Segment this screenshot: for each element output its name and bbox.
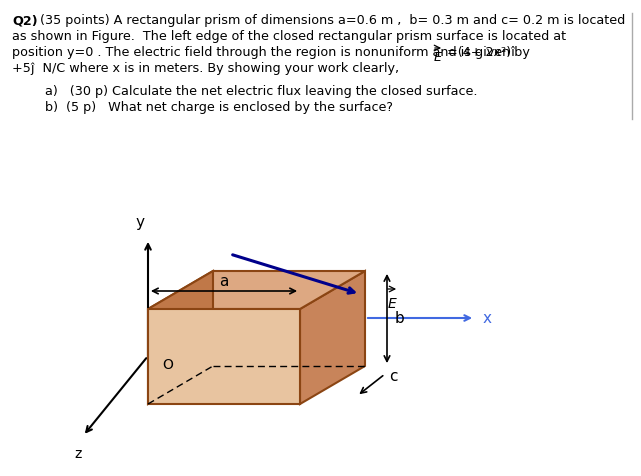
Text: a: a [219, 273, 229, 288]
Text: c: c [389, 368, 397, 383]
Text: position y=0 . The electric field through the region is nonuniform and is given : position y=0 . The electric field throug… [12, 46, 534, 59]
Text: z: z [74, 446, 81, 460]
Text: b)  (5 p)   What net charge is enclosed by the surface?: b) (5 p) What net charge is enclosed by … [45, 101, 393, 114]
Text: Q2): Q2) [12, 14, 38, 27]
Text: y: y [135, 215, 144, 229]
Polygon shape [148, 309, 300, 404]
Polygon shape [300, 271, 365, 404]
Text: x: x [483, 311, 492, 326]
Text: $E$: $E$ [387, 297, 397, 310]
Text: b: b [395, 311, 404, 326]
Polygon shape [148, 271, 213, 404]
Text: $E$: $E$ [433, 51, 443, 64]
Text: a)   (30 p) Calculate the net electric flux leaving the closed surface.: a) (30 p) Calculate the net electric flu… [45, 85, 478, 98]
Text: (35 points) A rectangular prism of dimensions a=0.6 m ,  b= 0.3 m and c= 0.2 m i: (35 points) A rectangular prism of dimen… [40, 14, 625, 27]
Polygon shape [148, 271, 365, 309]
Text: O: O [162, 357, 173, 371]
Text: as shown in Figure.  The left edge of the closed rectangular prism surface is lo: as shown in Figure. The left edge of the… [12, 30, 566, 43]
Text: =(4+ 2x²)î: =(4+ 2x²)î [447, 46, 515, 59]
Text: +5ĵ  N/C where x is in meters. By showing your work clearly,: +5ĵ N/C where x is in meters. By showing… [12, 62, 399, 75]
